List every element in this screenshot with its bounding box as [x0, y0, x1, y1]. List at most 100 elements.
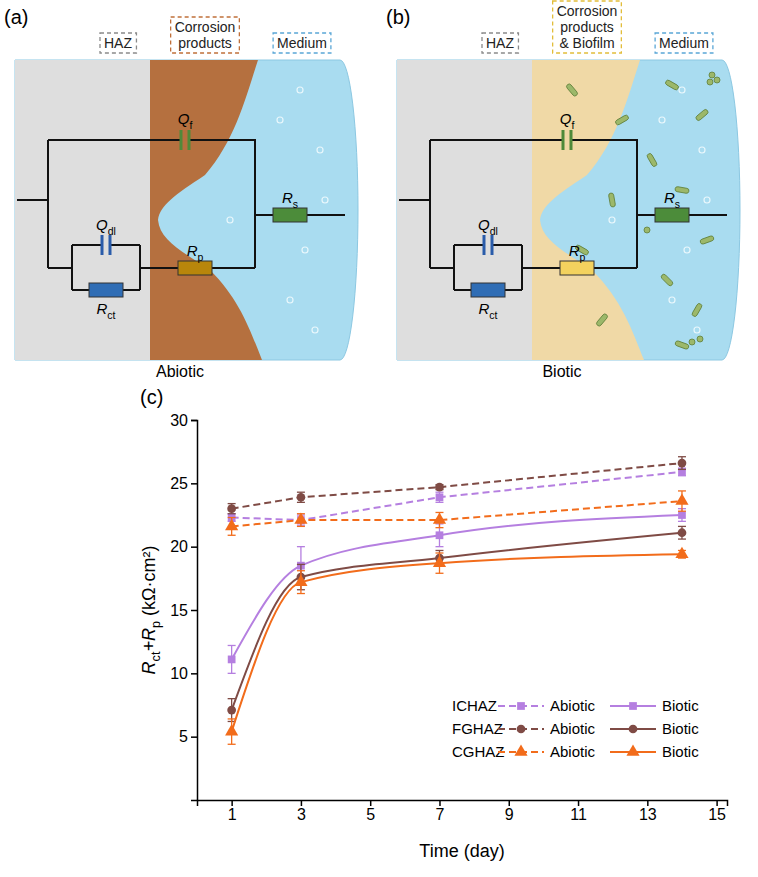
diagram-panel: HAZCorrosionproducts& BiofilmMediumQfQdl… — [386, 1, 740, 380]
tick: 1 — [228, 800, 237, 823]
diagram-panel: HAZCorrosionproductsMediumQfQdlRctRpRs(a… — [4, 6, 358, 380]
error-bar-cap — [297, 492, 305, 493]
bubble — [679, 87, 685, 93]
marker — [675, 493, 688, 504]
element-label-part: ct — [107, 309, 115, 321]
wire — [429, 140, 431, 268]
error-bar-cap — [297, 570, 305, 571]
bacterium — [615, 114, 630, 125]
layer-label-line: Corrosion — [175, 19, 236, 35]
error-bar-cap — [435, 492, 443, 493]
tick-label: 1 — [228, 806, 237, 823]
layer-label: Corrosionproducts& Biofilm — [557, 3, 618, 51]
tick-mark — [716, 800, 718, 806]
tick: 7 — [436, 800, 445, 823]
bubble — [302, 247, 308, 253]
layer-label-line: Medium — [659, 35, 709, 51]
tick: 10 — [170, 665, 197, 682]
tick-mark — [301, 800, 303, 806]
bacterium — [691, 303, 702, 318]
series-line — [232, 515, 682, 659]
series-line — [232, 501, 682, 526]
element-label-part: R — [478, 300, 489, 317]
bacterium — [665, 79, 680, 90]
y-axis-title: Rct+Rp (kΩ·cm²) — [139, 546, 163, 675]
element-label: Rct — [96, 300, 115, 321]
element-label-part: R — [96, 300, 107, 317]
tick-label: 7 — [436, 806, 445, 823]
element-label-part: R — [569, 242, 580, 259]
bubble — [609, 217, 615, 223]
error-bar-cap — [678, 511, 686, 512]
series-line — [232, 472, 682, 520]
tick-label: 20 — [170, 538, 188, 555]
label-box — [100, 33, 136, 53]
element-label-part: R — [282, 189, 293, 206]
chart: 1357911131551015202530Time (day)Rct+Rp (… — [139, 386, 728, 861]
wire — [454, 244, 484, 246]
label-box — [273, 33, 331, 53]
legend-label: Biotic — [662, 720, 699, 737]
tick: 5 — [179, 728, 197, 745]
wire — [492, 244, 522, 246]
tick-mark — [647, 800, 649, 806]
haz-layer — [15, 60, 150, 360]
layer-label: HAZ — [486, 35, 514, 51]
error-bar-cap — [435, 502, 443, 503]
marker — [678, 468, 686, 476]
legend-marker — [626, 744, 639, 755]
bubble — [699, 147, 705, 153]
error-bar-cap — [297, 593, 305, 594]
bubble — [297, 87, 303, 93]
haz-layer — [397, 60, 532, 360]
legend-label: Biotic — [662, 697, 699, 714]
error-bar-cap — [228, 744, 236, 745]
tick-label: 13 — [639, 806, 657, 823]
layer-label: HAZ — [104, 35, 132, 51]
error-bar-cap — [678, 526, 686, 527]
y-axis: 51015202530 — [170, 412, 197, 801]
marker — [435, 483, 444, 492]
wire — [48, 267, 72, 269]
layer-label-line: products — [178, 35, 232, 51]
marker — [678, 528, 687, 537]
wire — [71, 245, 73, 290]
marker — [225, 724, 238, 735]
legend-marker — [629, 702, 637, 710]
marker — [228, 656, 236, 664]
error-bar-cap — [228, 718, 236, 719]
error-bar — [678, 468, 686, 476]
panel-letter: (a) — [4, 6, 28, 28]
y-axis-title-part: R — [139, 661, 159, 674]
error-bar-cap — [297, 564, 305, 565]
marker — [675, 547, 688, 558]
legend-group-label: FGHAZ — [452, 720, 503, 737]
error-bar-cap — [228, 503, 236, 504]
legend-marker — [517, 725, 526, 734]
corrosion-layer — [532, 60, 644, 360]
y-axis-title-part: +R — [139, 628, 159, 652]
element-label: Rp — [569, 242, 586, 263]
capacitor-plate — [483, 235, 486, 255]
error-bar — [228, 504, 236, 514]
tick-label: 15 — [708, 806, 726, 823]
label-box — [553, 1, 622, 53]
resistor — [471, 283, 505, 297]
series-line — [232, 533, 682, 710]
layer-label-line: Corrosion — [557, 3, 618, 19]
label-box — [655, 33, 713, 53]
tick-mark — [439, 800, 441, 806]
tick: 3 — [297, 800, 306, 823]
wire — [430, 267, 454, 269]
bubble — [287, 297, 293, 303]
bacterium — [596, 313, 609, 327]
element-label-part: Q — [96, 216, 108, 233]
bacterium — [608, 193, 615, 208]
bacterium — [707, 79, 713, 85]
tick-mark — [191, 610, 197, 612]
wire — [189, 140, 255, 268]
element-label-part: R — [187, 242, 198, 259]
bacterium — [695, 109, 709, 122]
layer-label-line: & Biofilm — [559, 35, 614, 51]
bubble — [704, 197, 710, 203]
